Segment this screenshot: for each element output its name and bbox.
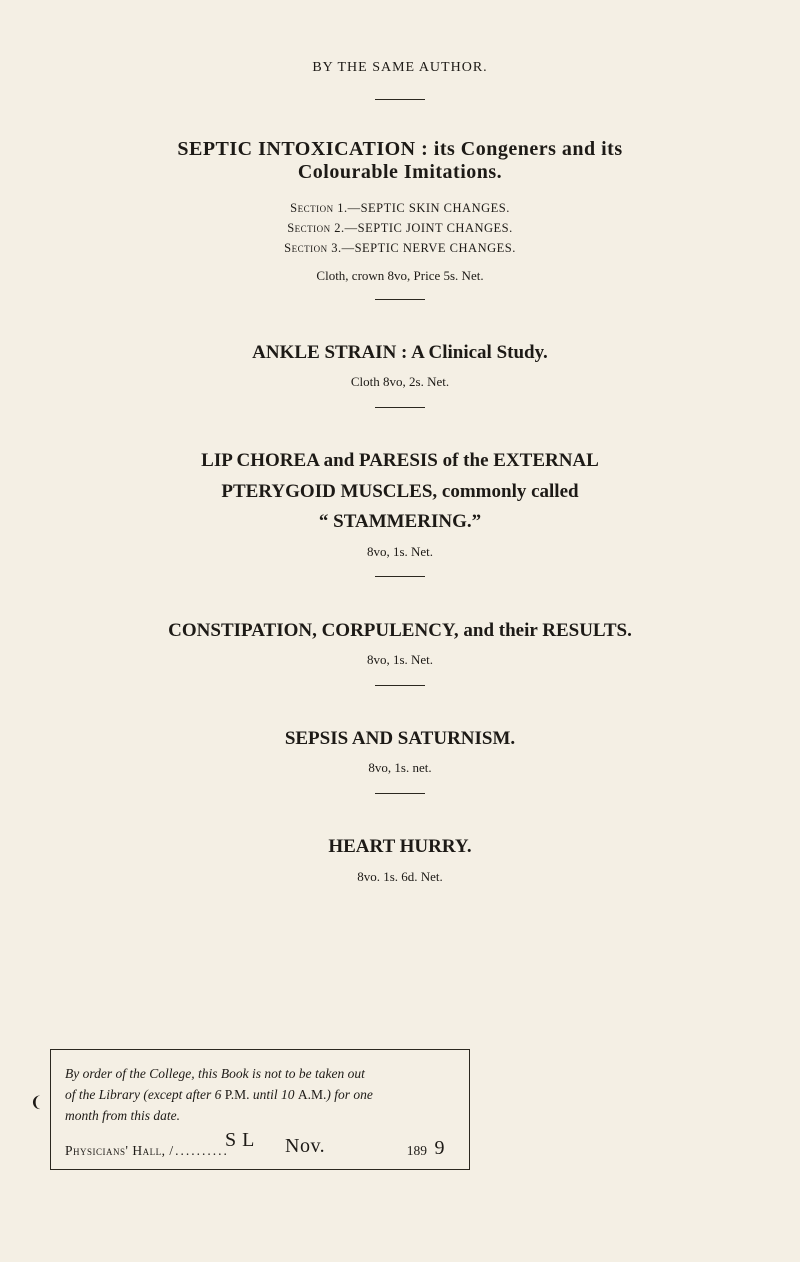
- handwriting-year: 9: [435, 1137, 446, 1160]
- book-entry-lip: LIP CHOREA and PARESIS of the EXTERNAL P…: [60, 446, 740, 559]
- stamp-frag: of the Library (except after 6: [65, 1087, 225, 1102]
- library-stamp: By order of the College, this Book is no…: [50, 1049, 470, 1170]
- rule: [60, 784, 740, 802]
- price-line: 8vo, 1s. Net.: [60, 652, 740, 668]
- price-line: Cloth 8vo, 2s. Net.: [60, 374, 740, 390]
- stamp-frag: P.M.: [225, 1087, 250, 1102]
- handwriting-mark: S L: [225, 1129, 255, 1152]
- stray-paren-mark: ❨: [30, 1093, 43, 1112]
- book-entry-constipation: CONSTIPATION, CORPULENCY, and their RESU…: [60, 616, 740, 668]
- dots: /..........: [169, 1143, 229, 1158]
- page: BY THE SAME AUTHOR. SEPTIC INTOXICATION …: [0, 0, 800, 1262]
- price-line: Cloth, crown 8vo, Price 5s. Net.: [60, 268, 740, 284]
- title-line: Colourable Imitations.: [298, 161, 502, 183]
- title-line: SEPTIC INTOXICATION : its Congeners and …: [177, 138, 622, 160]
- book-entry-sepsis: SEPSIS AND SATURNISM. 8vo, 1s. net.: [60, 724, 740, 776]
- handwriting-month: Nov.: [285, 1135, 325, 1158]
- title-line: LIP CHOREA and PARESIS of the EXTERNAL: [201, 450, 599, 471]
- book-entry-ankle: ANKLE STRAIN : A Clinical Study. Cloth 8…: [60, 338, 740, 390]
- price-line: 8vo, 1s. net.: [60, 760, 740, 776]
- price-line: 8vo. 1s. 6d. Net.: [60, 869, 740, 885]
- section-line: Section 1.—SEPTIC SKIN CHANGES.: [290, 201, 510, 215]
- price-line: 8vo, 1s. Net.: [60, 544, 740, 560]
- book-title: HEART HURRY.: [60, 832, 740, 862]
- by-same-author: BY THE SAME AUTHOR.: [60, 60, 740, 76]
- year-printed: 189: [407, 1143, 427, 1159]
- physicians-hall-label: Physicians' Hall,: [65, 1143, 169, 1158]
- book-title: SEPSIS AND SATURNISM.: [60, 724, 740, 754]
- title-line: “ STAMMERING.”: [319, 511, 481, 532]
- stamp-frag: ) for one: [326, 1087, 373, 1102]
- book-title-septic: SEPTIC INTOXICATION : its Congeners and …: [60, 138, 740, 184]
- stamp-line: By order of the College, this Book is no…: [65, 1066, 365, 1081]
- book-title: LIP CHOREA and PARESIS of the EXTERNAL P…: [60, 446, 740, 537]
- book-entry-heart: HEART HURRY. 8vo. 1s. 6d. Net.: [60, 832, 740, 884]
- stamp-line: of the Library (except after 6 P.M. unti…: [65, 1087, 373, 1102]
- section-line: Section 2.—SEPTIC JOINT CHANGES.: [287, 221, 513, 235]
- book-title: ANKLE STRAIN : A Clinical Study.: [60, 338, 740, 368]
- book-title: CONSTIPATION, CORPULENCY, and their RESU…: [60, 616, 740, 646]
- rule: [60, 676, 740, 694]
- rule: [60, 398, 740, 416]
- rule: [60, 568, 740, 586]
- stamp-frag: A.M.: [298, 1087, 327, 1102]
- stamp-frag: until 10: [249, 1087, 297, 1102]
- stamp-fill-line: Physicians' Hall, /.......... S L Nov. 1…: [65, 1143, 453, 1159]
- section-line: Section 3.—SEPTIC NERVE CHANGES.: [284, 241, 516, 255]
- stamp-line: month from this date.: [65, 1108, 180, 1123]
- rule: [60, 90, 740, 108]
- stamp-text: By order of the College, this Book is no…: [65, 1064, 453, 1127]
- rule: [60, 290, 740, 308]
- section-list: Section 1.—SEPTIC SKIN CHANGES. Section …: [60, 198, 740, 258]
- title-line: PTERYGOID MUSCLES, commonly called: [221, 481, 578, 502]
